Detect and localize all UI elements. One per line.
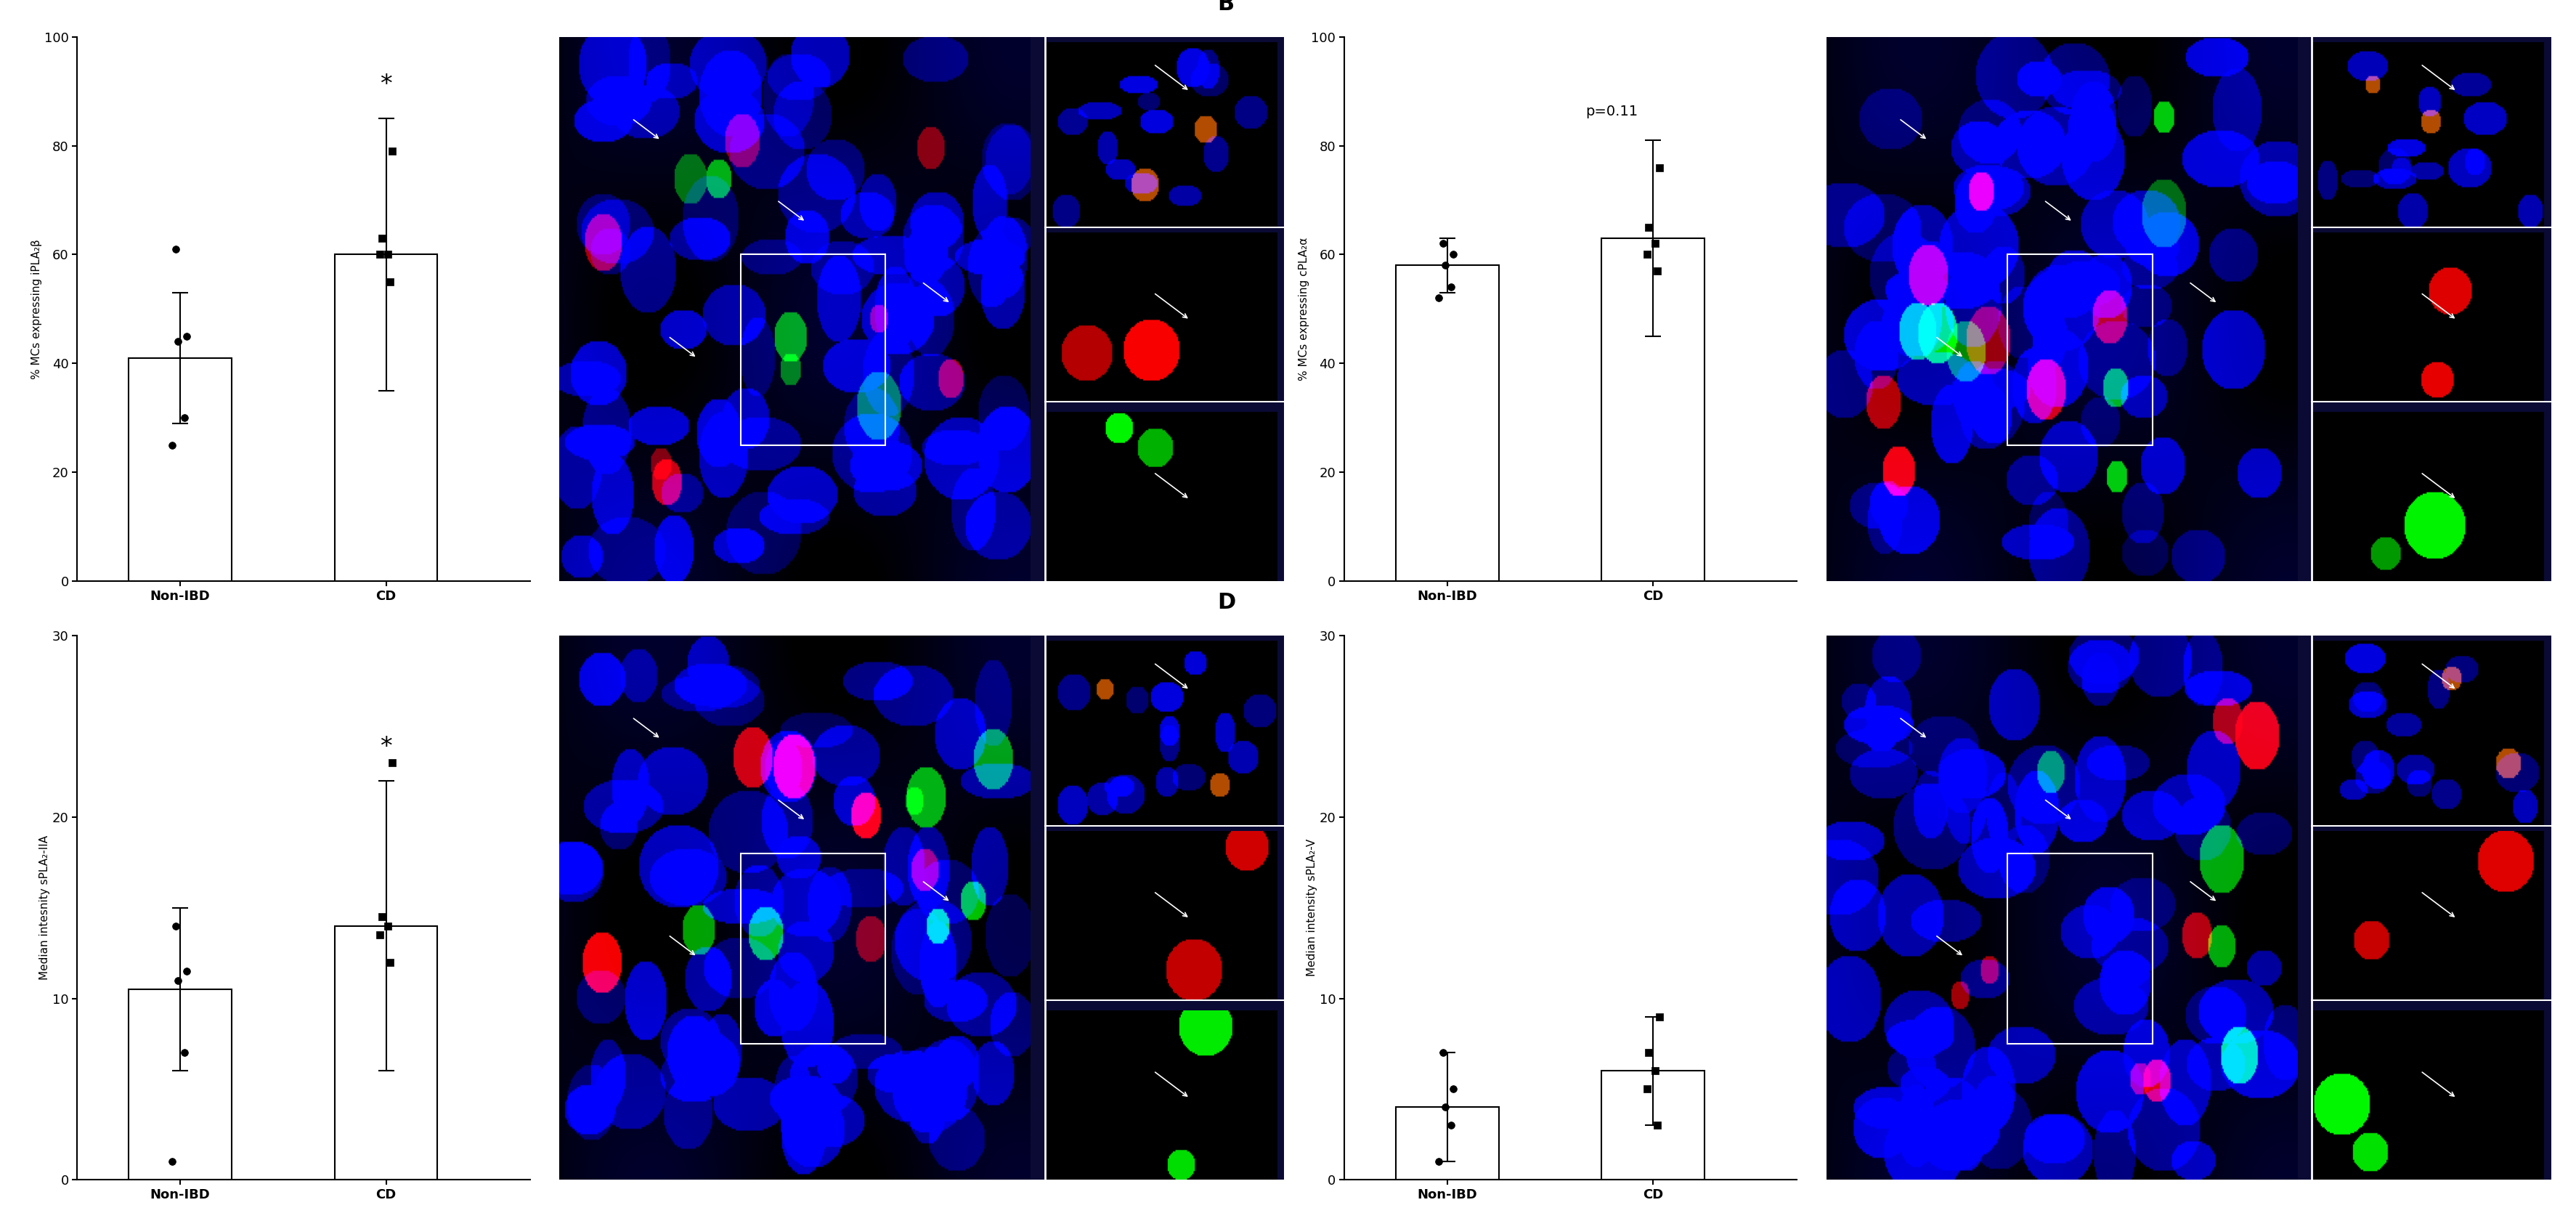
Point: [361, 229, 402, 248]
Point: [152, 1152, 193, 1171]
Point: [358, 245, 399, 264]
Point: [1432, 1079, 1473, 1099]
Bar: [1602, 1070, 1703, 1180]
Bar: [1396, 1107, 1499, 1180]
Point: [1625, 1079, 1667, 1099]
Point: [368, 952, 410, 972]
Point: [165, 408, 206, 428]
Point: [1633, 234, 1674, 253]
Point: [1430, 1116, 1471, 1136]
Point: [1628, 218, 1669, 237]
Y-axis label: % MCs expressing iPLA₂β: % MCs expressing iPLA₂β: [31, 238, 41, 379]
Point: [155, 240, 196, 259]
Point: [368, 272, 410, 291]
Point: [1422, 1043, 1463, 1063]
Bar: [739, 254, 886, 445]
Point: [371, 752, 412, 772]
Point: [1425, 256, 1466, 275]
Point: [152, 435, 193, 455]
Bar: [335, 925, 438, 1180]
Bar: [2007, 254, 2151, 445]
Bar: [1396, 265, 1499, 581]
Text: B: B: [1218, 0, 1234, 15]
Point: [368, 916, 410, 935]
Point: [1638, 157, 1680, 177]
Y-axis label: % MCs expressing cPLA₂α: % MCs expressing cPLA₂α: [1298, 237, 1309, 381]
Point: [1636, 1116, 1677, 1136]
Text: *: *: [379, 735, 392, 760]
Point: [371, 141, 412, 161]
Point: [1636, 261, 1677, 280]
Point: [1638, 1007, 1680, 1026]
Point: [157, 332, 198, 351]
Point: [1633, 1061, 1674, 1080]
Point: [157, 971, 198, 991]
Bar: [2007, 853, 2151, 1043]
Point: [1417, 1152, 1458, 1171]
Bar: [335, 254, 438, 581]
Bar: [739, 853, 886, 1043]
Point: [165, 327, 206, 347]
Bar: [1602, 238, 1703, 581]
Point: [165, 1043, 206, 1063]
Bar: [129, 989, 232, 1180]
Text: p=0.11: p=0.11: [1584, 104, 1638, 118]
Point: [155, 916, 196, 935]
Point: [165, 961, 206, 981]
Point: [1432, 245, 1473, 264]
Point: [1430, 278, 1471, 297]
Point: [361, 907, 402, 927]
Text: *: *: [379, 73, 392, 97]
Point: [1625, 245, 1667, 264]
Bar: [129, 358, 232, 581]
Point: [1628, 1043, 1669, 1063]
Text: D: D: [1218, 592, 1236, 613]
Y-axis label: Median intesnity sPLA₂-IIA: Median intesnity sPLA₂-IIA: [39, 836, 49, 980]
Point: [1425, 1097, 1466, 1117]
Point: [368, 245, 410, 264]
Point: [358, 925, 399, 945]
Point: [1422, 234, 1463, 253]
Y-axis label: Median intensity sPLA₂-V: Median intensity sPLA₂-V: [1306, 839, 1316, 976]
Point: [1417, 289, 1458, 308]
